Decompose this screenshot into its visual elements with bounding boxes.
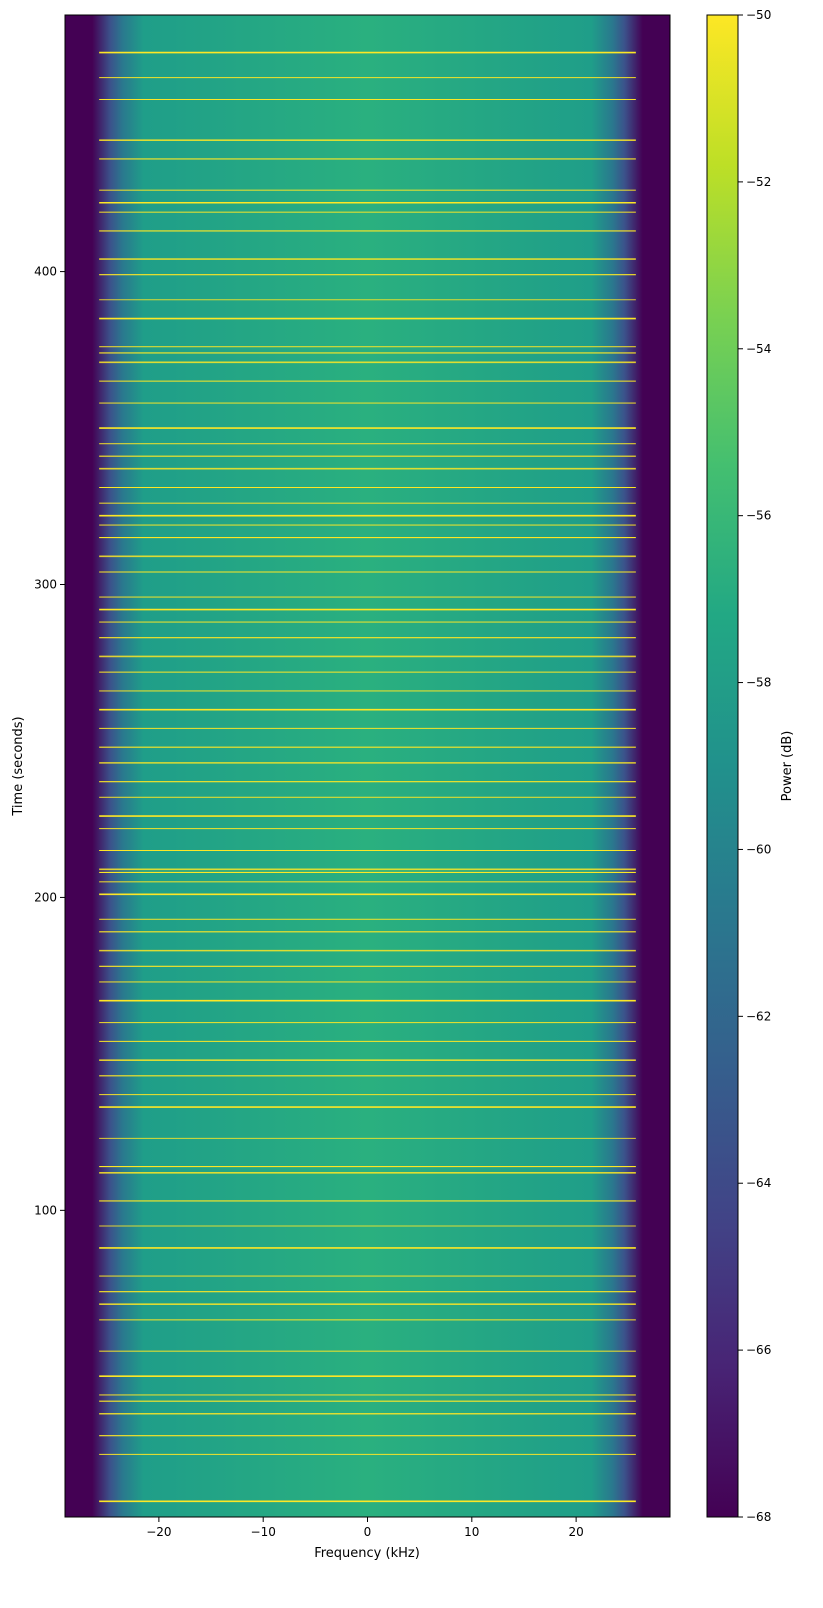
colorbar-tick-label: −52: [746, 175, 771, 189]
x-axis-label: Frequency (kHz): [314, 1546, 420, 1561]
y-tick-label: 200: [34, 890, 57, 904]
x-tick-label: 10: [464, 1525, 479, 1539]
colorbar-tick-label: −62: [746, 1009, 771, 1023]
colorbar-tick-label: −68: [746, 1510, 771, 1524]
y-axis-label: Time (seconds): [11, 716, 26, 816]
y-tick-label: 400: [34, 265, 57, 279]
x-tick-label: −20: [146, 1525, 171, 1539]
burst-lines: [99, 51, 636, 1503]
colorbar: −68 −66 −64 −62 −60 −58 −56 −54 −52 −50 Power (dB…: [706, 8, 795, 1524]
colorbar-gradient: [706, 14, 739, 1518]
colorbar-tick-label: −58: [746, 676, 771, 690]
y-tick-label: 100: [34, 1203, 57, 1217]
colorbar-tick-label: −60: [746, 842, 771, 856]
spectrogram-plot: [64, 14, 671, 1518]
x-tick-label: 20: [568, 1525, 583, 1539]
colorbar-tick-label: −66: [746, 1343, 771, 1357]
colorbar-ticks: −68 −66 −64 −62 −60 −58 −56 −54 −52 −50: [738, 8, 771, 1524]
signal-band: [65, 15, 670, 1517]
x-axis: −20 −10 0 10 20: [146, 1517, 584, 1539]
colorbar-tick-label: −54: [746, 342, 771, 356]
y-axis: 100 200 300 400: [34, 265, 65, 1217]
colorbar-tick-label: −50: [746, 8, 771, 22]
x-tick-label: 0: [364, 1525, 372, 1539]
y-tick-label: 300: [34, 578, 57, 592]
colorbar-tick-label: −64: [746, 1176, 771, 1190]
colorbar-tick-label: −56: [746, 509, 771, 523]
x-tick-label: −10: [251, 1525, 276, 1539]
colorbar-label: Power (dB): [780, 731, 795, 802]
